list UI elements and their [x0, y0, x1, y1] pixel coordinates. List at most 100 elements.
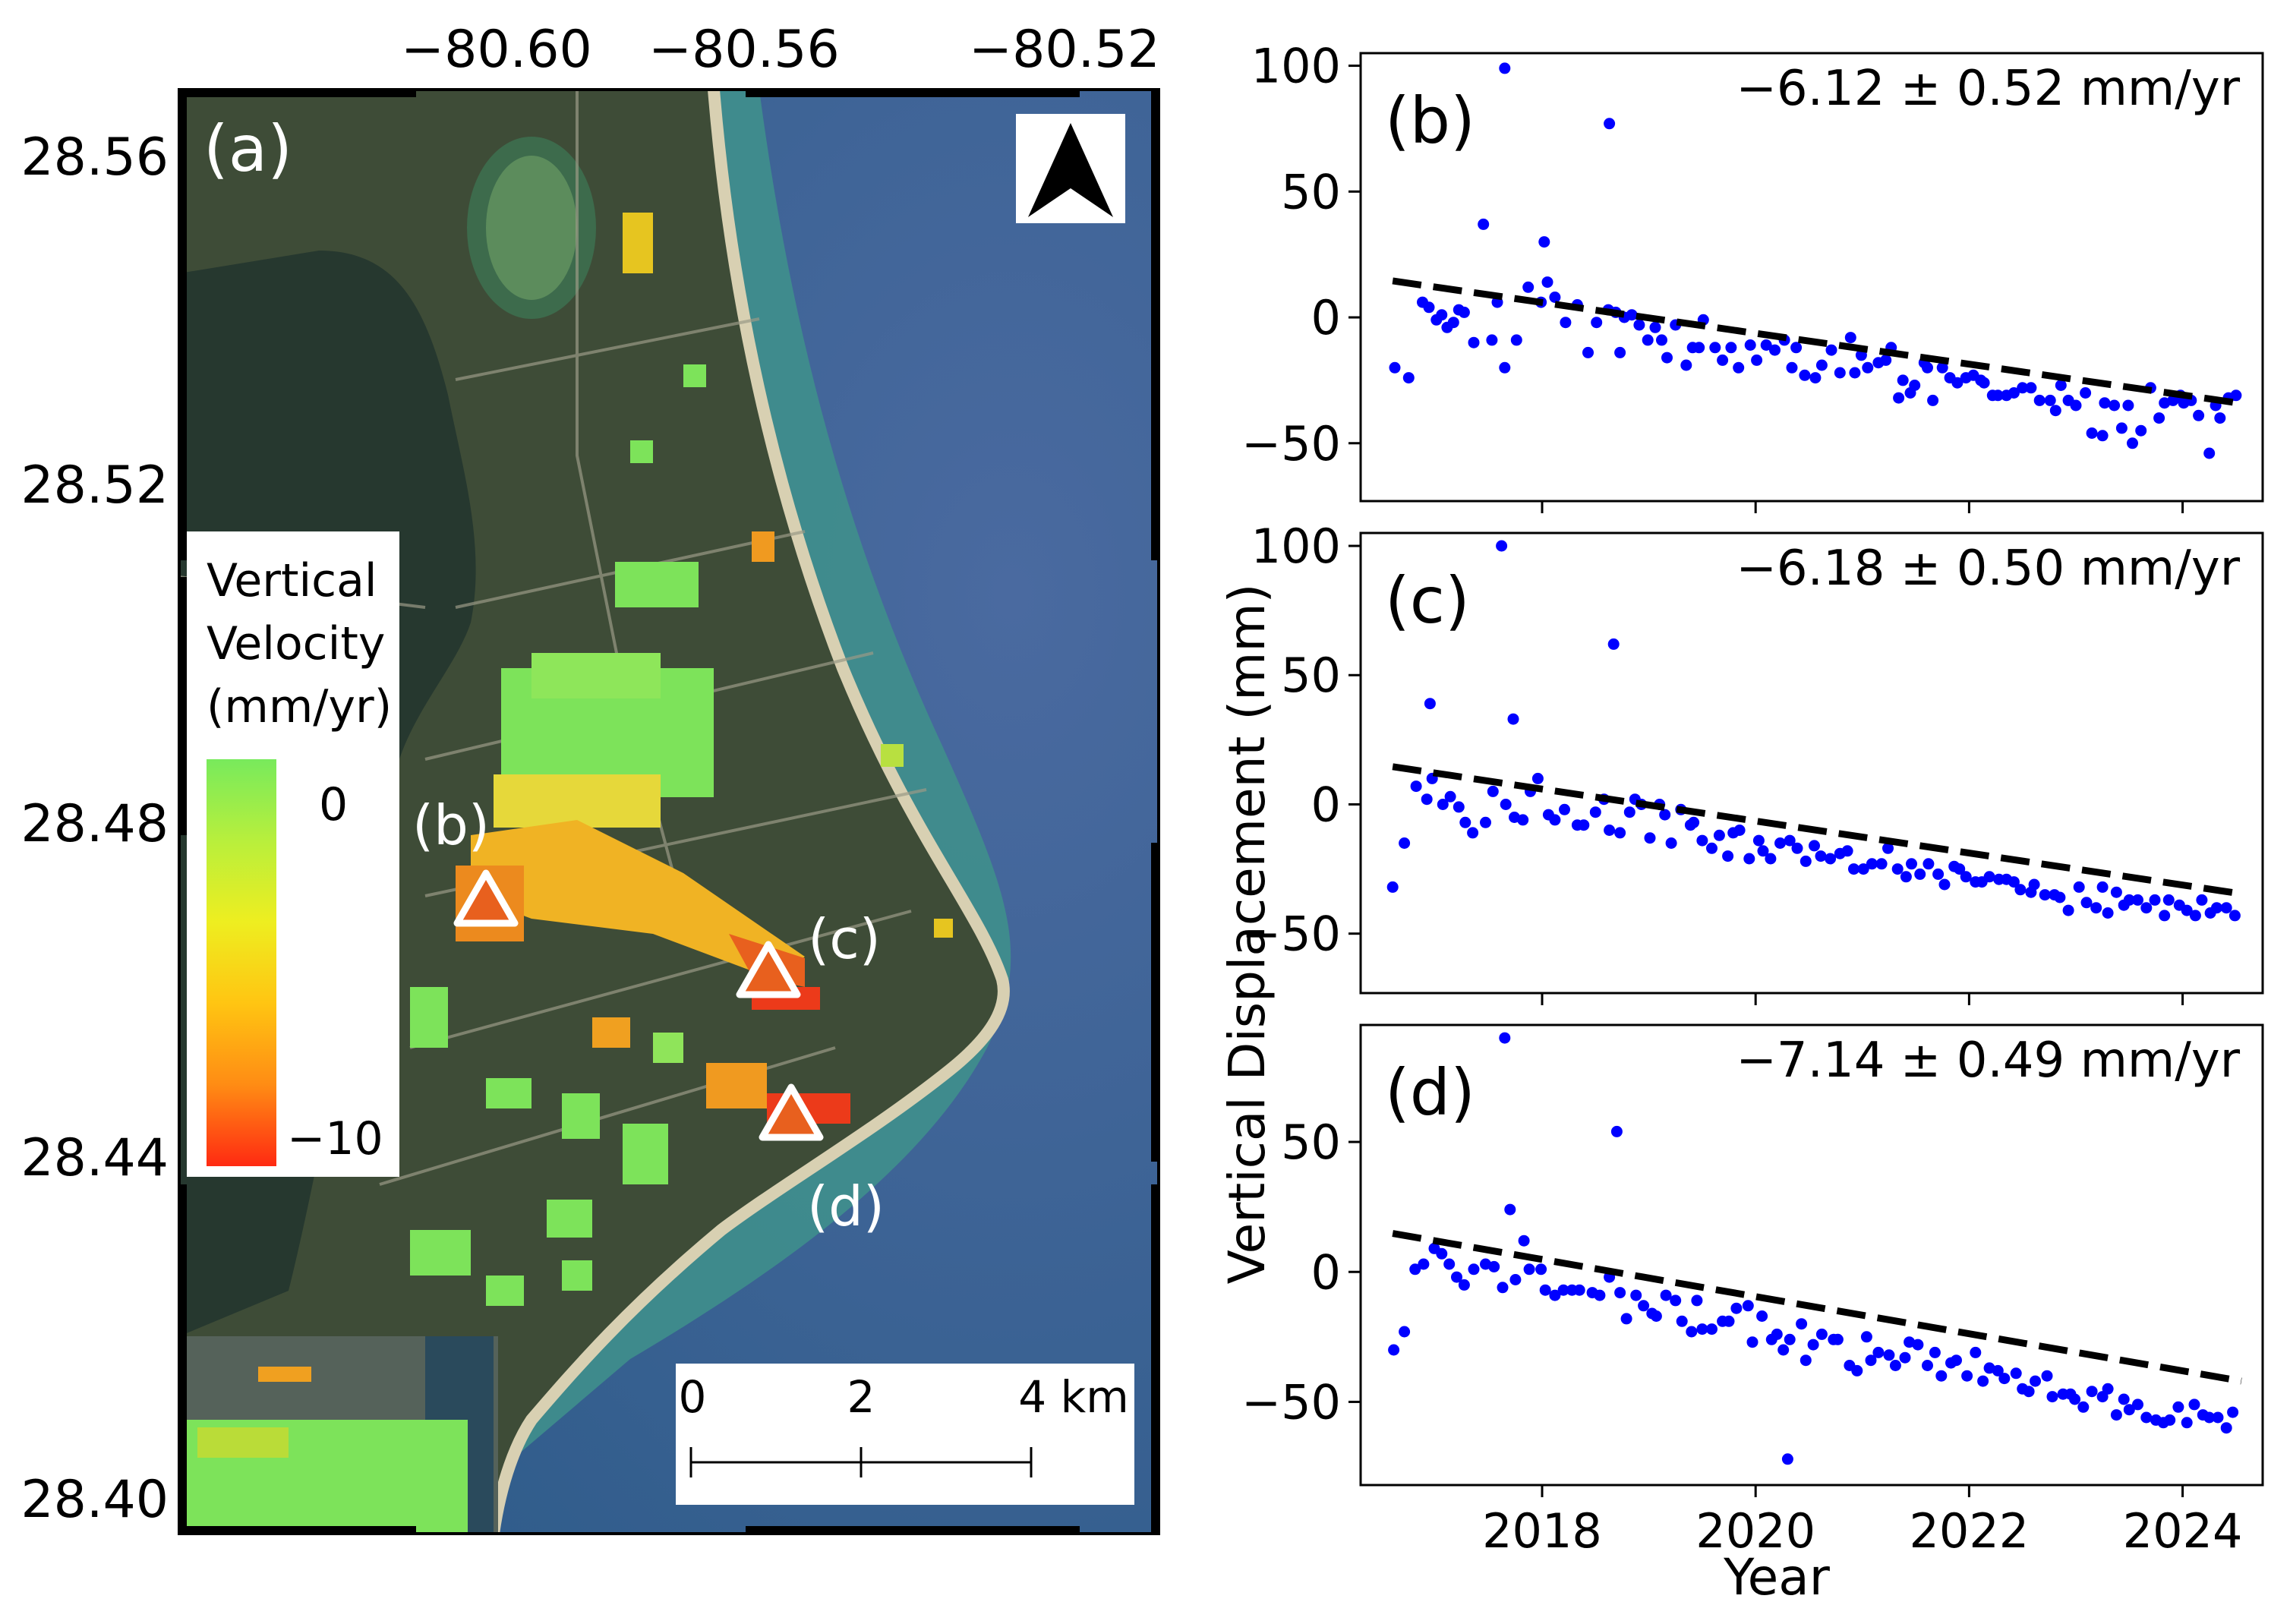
trend-line [1392, 277, 2242, 407]
rate-label: −6.12 ± 0.52 mm/yr [1736, 61, 2240, 117]
colorbar-title-line: (mm/yr) [207, 680, 392, 733]
data-point [1423, 301, 1435, 314]
lon-tick-label: −80.52 [969, 20, 1160, 80]
data-point [1509, 1274, 1522, 1285]
data-point [1497, 1282, 1509, 1294]
data-point [1844, 332, 1856, 344]
data-point [1549, 292, 1561, 303]
scale-bar: 0 2 4 km [676, 1364, 1134, 1505]
data-point [2086, 427, 2098, 439]
y-tick-label: 0 [1311, 1244, 1341, 1300]
data-point [1790, 342, 1803, 354]
data-point [1399, 837, 1411, 849]
data-point [1518, 1235, 1530, 1247]
data-point [2080, 897, 2093, 909]
data-point [2188, 1399, 2200, 1411]
data-point [1402, 372, 1415, 384]
data-point [1932, 868, 1945, 880]
data-point [2122, 399, 2134, 412]
north-arrow-icon [1016, 114, 1125, 223]
x-tick-label: 2020 [1695, 1503, 1815, 1559]
data-point [1507, 713, 1519, 725]
data-point [1656, 334, 1667, 346]
x-tick-label: 2024 [2123, 1503, 2243, 1559]
lat-tick-label: 28.56 [21, 128, 169, 188]
data-point [2069, 1393, 2081, 1405]
data-point [1998, 1373, 2011, 1385]
data-point [2132, 1399, 2143, 1411]
data-point [1399, 1326, 1411, 1338]
data-point [1531, 772, 1544, 784]
data-point [2096, 430, 2109, 442]
data-point [1686, 1326, 1698, 1338]
colorbar-title-line: Velocity [207, 617, 385, 670]
data-point [1893, 392, 1905, 404]
data-point [1899, 1351, 1911, 1364]
timeseries-plots: −50 0 50 100 (b) −6.12 ± 0.52 mm/yr −50 0 50 100 (… [1241, 39, 2264, 1559]
data-point [1436, 1247, 1448, 1260]
y-tick-label: −50 [1241, 907, 1341, 962]
y-tick-label: 50 [1281, 648, 1341, 703]
data-point [2127, 437, 2138, 449]
data-point [2033, 394, 2046, 406]
data-point [1659, 809, 1671, 821]
data-point [2039, 889, 2051, 901]
data-point [1752, 834, 1765, 847]
data-point [2172, 1401, 2184, 1413]
data-point [1865, 1354, 1877, 1367]
data-point [1909, 380, 1921, 391]
data-points [1388, 1032, 2239, 1465]
data-point [1467, 827, 1479, 839]
data-point [1857, 863, 1869, 875]
data-point [1809, 840, 1820, 852]
data-point [1922, 1360, 1933, 1371]
data-point [1660, 1289, 1672, 1301]
data-point [1486, 334, 1498, 346]
data-point [1800, 855, 1812, 867]
map-border-ticks [179, 90, 1159, 1534]
data-point [2055, 380, 2067, 391]
data-point [1992, 389, 2004, 402]
plot-frame [1359, 531, 2264, 995]
data-point [1815, 850, 1827, 862]
plot-panel-b: −50 0 50 100 (b) −6.12 ± 0.52 mm/yr [1241, 39, 2264, 513]
data-point [1848, 863, 1859, 875]
data-point [1409, 1263, 1421, 1276]
data-point [1638, 1300, 1650, 1312]
data-point [1717, 354, 1729, 366]
data-point [1872, 1346, 1885, 1358]
data-point [1447, 317, 1459, 329]
data-point [1978, 377, 1990, 389]
data-point [1573, 1284, 1585, 1296]
data-point [1800, 1354, 1812, 1367]
data-point [1935, 1370, 1948, 1382]
colorbar-max-label: 0 [319, 778, 348, 831]
data-point [1680, 359, 1692, 371]
y-tick-label: 100 [1251, 519, 1341, 574]
satellite-image [179, 90, 1159, 1534]
data-point [1786, 361, 1798, 374]
data-point [2181, 904, 2193, 916]
data-point [1633, 319, 1645, 331]
data-point [2228, 910, 2241, 922]
data-point [1743, 853, 1755, 865]
data-point [2135, 424, 2147, 437]
data-point [1437, 799, 1449, 810]
data-point [1751, 354, 1763, 366]
data-point [1696, 1323, 1708, 1335]
data-point [2109, 399, 2121, 412]
data-point [1882, 842, 1894, 854]
data-point [1730, 1302, 1743, 1314]
data-point [1468, 336, 1480, 348]
data-point [1970, 1346, 1982, 1358]
data-point [2023, 1386, 2035, 1398]
point-marker-d: (d) [759, 1083, 885, 1238]
data-point [1458, 1279, 1470, 1291]
data-point [1733, 361, 1745, 374]
data-point [1670, 1294, 1682, 1307]
data-point [1742, 1300, 1754, 1312]
data-point [1977, 1375, 1989, 1387]
data-point [1791, 842, 1803, 854]
data-point [2214, 412, 2226, 424]
trend-line [1392, 763, 2242, 897]
